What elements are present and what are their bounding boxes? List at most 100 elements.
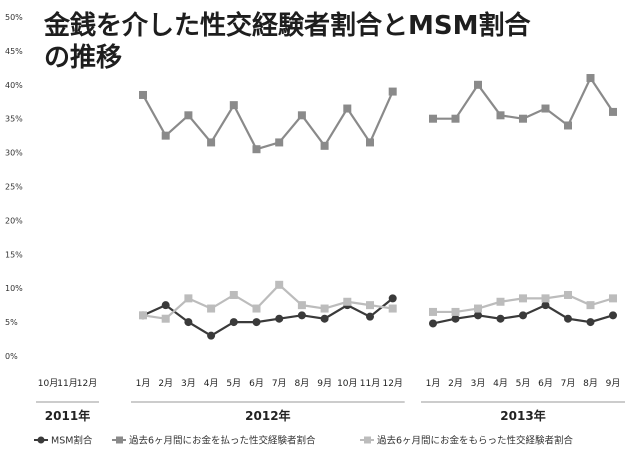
data-point-1 [609,311,617,320]
data-point-3 [451,307,460,316]
x-tick-label: 11月 [57,378,77,389]
data-point-2 [184,111,193,120]
data-point-1 [541,301,550,310]
legend-label: MSM割合 [51,435,93,447]
x-tick-label: 9月 [317,378,332,389]
x-tick-label: 12月 [77,378,97,389]
data-point-3 [496,297,505,306]
x-tick-label: 11月 [360,378,380,389]
data-point-3 [229,290,238,299]
y-tick-label: 45% [5,47,23,56]
data-point-3 [609,294,617,303]
legend-swatch-marker [364,436,371,444]
data-point-2 [609,107,617,116]
x-tick-label: 12月 [382,378,402,389]
x-tick-label: 3月 [471,378,486,389]
data-point-1 [451,314,460,323]
x-tick-label: 8月 [583,378,598,389]
data-point-3 [252,304,261,313]
data-point-2 [519,114,527,123]
data-point-2 [275,138,284,147]
data-point-1 [564,314,572,323]
data-point-3 [564,290,572,299]
data-point-3 [161,314,170,323]
data-point-2 [252,145,261,154]
y-tick-label: 20% [5,216,23,225]
data-point-3 [474,304,482,313]
data-point-2 [139,90,147,99]
data-point-1 [429,319,437,328]
data-point-3 [139,311,147,320]
data-point-2 [343,104,352,113]
data-point-3 [429,307,437,316]
x-tick-label: 2月 [158,378,173,389]
data-point-1 [320,314,329,323]
x-tick-label: 6月 [249,378,264,389]
x-tick-label: 1月 [426,378,441,389]
data-point-1 [297,311,306,320]
data-point-2 [161,131,170,140]
x-tick-label: 5月 [226,378,241,389]
y-tick-label: 40% [5,81,23,90]
x-tick-label: 1月 [136,378,151,389]
chart-title-line-1: 金銭を介した性交経験者割合とMSM割合 [44,11,531,41]
data-point-2 [564,121,572,130]
y-tick-label: 10% [5,284,23,293]
data-point-1 [252,318,261,327]
x-tick-label: 5月 [516,378,531,389]
data-point-2 [207,138,216,147]
data-point-2 [496,111,505,120]
data-point-2 [366,138,374,147]
y-tick-label: 35% [5,115,23,124]
data-point-1 [161,301,170,310]
series-line-3 [142,283,393,320]
data-point-2 [429,114,437,123]
y-tick-label: 25% [5,183,23,192]
data-point-3 [586,301,595,310]
year-label: 2013年 [500,408,545,423]
data-point-1 [229,318,238,327]
data-point-3 [207,304,216,313]
legend-label: 過去6ヶ月間にお金を払った性交経験者割合 [129,435,316,447]
data-point-1 [366,312,374,321]
x-tick-label: 4月 [493,378,508,389]
data-point-3 [275,280,284,289]
data-point-3 [184,294,193,303]
data-point-3 [519,294,527,303]
data-point-2 [297,111,306,120]
x-tick-label: 7月 [561,378,576,389]
data-point-1 [496,314,505,323]
legend-swatch-marker [116,436,123,444]
data-point-1 [519,311,527,320]
data-point-3 [297,301,306,310]
y-tick-label: 30% [5,149,23,158]
data-point-3 [366,301,374,310]
data-point-1 [275,314,284,323]
data-point-1 [474,311,482,320]
chart-title-line-2: の推移 [44,43,123,73]
y-tick-label: 5% [5,318,18,327]
x-tick-label: 9月 [606,378,621,389]
x-tick-label: 10月 [337,378,357,389]
y-tick-label: 15% [5,250,23,259]
year-label: 2012年 [245,408,290,423]
data-point-2 [474,80,482,89]
x-tick-label: 8月 [295,378,310,389]
year-label: 2011年 [45,408,90,423]
data-point-2 [451,114,460,123]
data-point-2 [388,87,397,96]
data-point-3 [343,297,352,306]
data-point-2 [541,104,550,113]
x-tick-label: 7月 [272,378,287,389]
data-point-1 [207,331,216,340]
data-point-3 [320,304,329,313]
data-point-1 [388,294,397,303]
chart-title: 金銭を介した性交経験者割合とMSM割合 の推移 [44,10,604,74]
data-point-1 [184,318,193,327]
data-point-3 [388,304,397,313]
x-tick-label: 10月 [38,378,58,389]
x-tick-label: 6月 [538,378,553,389]
data-point-1 [586,318,595,327]
data-point-2 [229,101,238,110]
